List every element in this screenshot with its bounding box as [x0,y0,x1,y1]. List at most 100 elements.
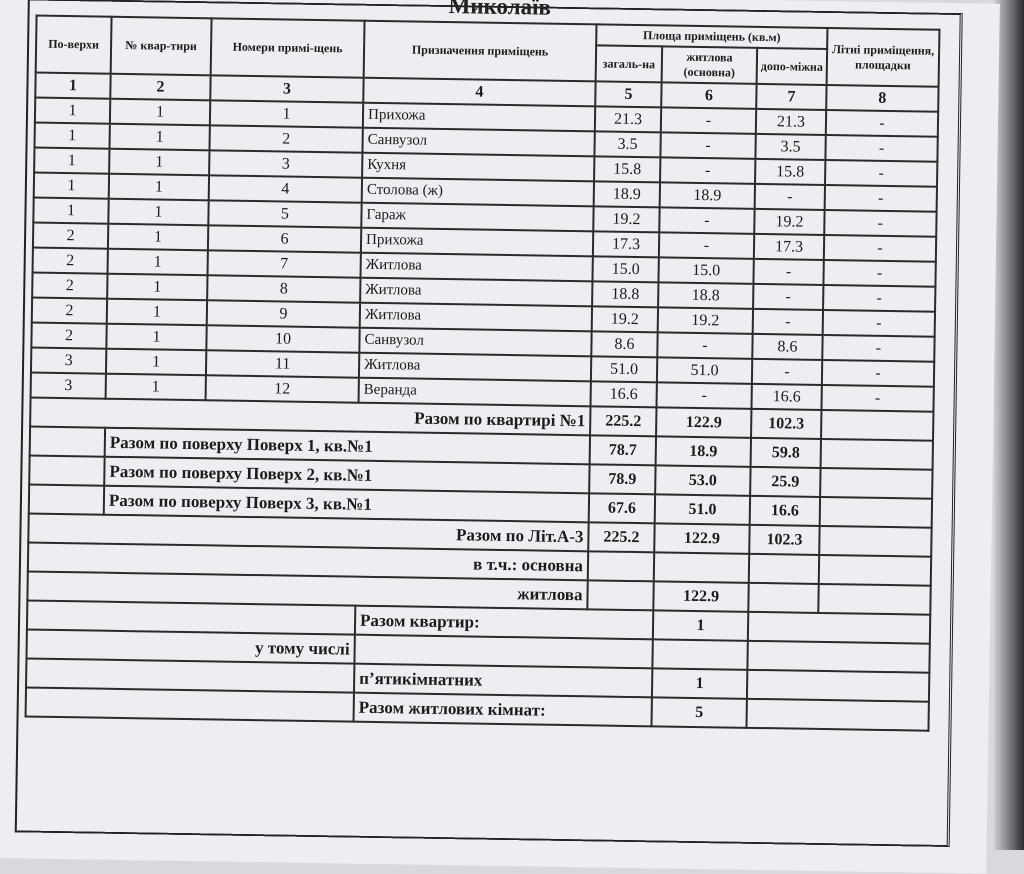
empty-cell [746,669,930,702]
table-cell: - [823,259,936,287]
living-rooms-total-label: Разом житлових кімнат: [353,692,652,727]
table-cell: 18.9 [593,181,661,208]
table-cell: 6 [207,225,362,253]
value-cell: 59.8 [750,437,822,468]
table-cell: 2 [32,222,109,249]
table-cell: 8.6 [752,333,823,360]
table-cell: 3.5 [755,133,826,160]
table-cell: 15.8 [755,158,826,185]
table-cell: - [658,232,755,259]
value-cell: 102.3 [749,524,820,555]
empty-cell [29,455,105,486]
empty-cell [25,687,354,722]
table-cell: 3 [209,150,363,178]
value-cell: 5 [651,697,747,728]
rooms-table: По-верхи № квар-тири Номери примі-щень П… [25,15,941,732]
table-cell: 19.2 [657,307,754,334]
empty-cell [748,582,819,613]
table-cell: - [822,334,935,362]
table-cell: 1 [107,223,209,251]
table-cell: 18.8 [592,281,659,308]
table-cell: 1 [109,123,210,151]
empty-cell [818,554,932,586]
table-cell: 15.0 [658,257,754,284]
table-cell: 3.5 [594,131,661,158]
header-room-numbers: Номери примі-щень [210,18,365,78]
table-cell: Прихожа [362,102,596,132]
header-living: житлова (основна) [661,46,758,84]
table-cell: 1 [105,348,207,376]
table-cell: 1 [107,248,208,276]
header-auxiliary: допо-міжна [756,47,828,85]
table-cell: 51.0 [656,357,753,384]
table-cell: - [823,284,936,312]
table-cell: 1 [108,173,210,201]
table-cell: Столова (ж) [361,177,595,207]
table-cell: 19.2 [591,306,659,333]
column-number: 5 [595,81,662,108]
value-cell: 225.2 [590,406,657,437]
table-cell: 17.3 [753,233,825,260]
table-cell: 16.6 [751,383,822,410]
empty-cell [354,634,653,669]
table-cell: Прихожа [360,227,594,257]
column-number: 4 [363,77,596,107]
empty-cell [587,551,655,582]
header-purpose: Призначення приміщень [363,20,597,82]
empty-cell [652,639,748,670]
table-cell: 1 [34,97,111,124]
empty-cell [29,426,106,457]
empty-cell [747,640,930,673]
apartments-total-label: Разом квартир: [354,605,654,640]
table-cell: 16.6 [590,381,657,408]
table-cell: Житлова [359,302,593,332]
table-cell: 2 [31,297,108,324]
table-cell: 1 [108,198,209,226]
column-number: 2 [110,73,211,101]
table-cell: 8.6 [591,331,658,358]
empty-cell [820,438,934,470]
column-number: 3 [210,75,364,103]
table-cell: Кухня [362,152,595,182]
table-cell: - [754,183,826,210]
value-cell: 122.9 [654,523,750,554]
empty-cell [819,496,933,528]
value-cell: 18.9 [655,436,752,467]
table-cell: - [823,234,937,262]
table-cell: 7 [207,250,361,278]
table-cell: Житлова [360,277,593,307]
table-cell: - [824,209,937,237]
column-number: 6 [661,82,757,109]
table-cell: 1 [107,273,208,301]
table-cell: 18.8 [658,282,754,309]
table-cell: 3 [30,372,106,399]
table-cell: - [753,258,824,285]
table-cell: 15.0 [592,256,659,283]
background-edge [994,0,1024,850]
value-cell: 53.0 [655,465,751,496]
empty-cell [587,580,654,611]
empty-cell [819,525,932,557]
table-cell: Санвузол [359,327,592,357]
table-cell: 4 [208,175,363,203]
value-cell: 78.9 [589,464,656,495]
table-cell: 18.9 [659,182,756,209]
table-cell: - [821,384,934,412]
table-cell: - [825,159,938,187]
table-cell: 9 [206,300,361,328]
value-cell: 1 [652,610,749,641]
table-cell: 11 [205,350,360,378]
empty-cell [821,409,934,441]
value-cell: 1 [651,668,748,699]
table-cell: 1 [34,147,110,174]
value-cell: 102.3 [751,408,822,439]
header-floors: По-верхи [35,15,112,74]
table-cell: - [825,134,938,162]
value-cell: 225.2 [588,522,655,553]
five-room-label: п’ятикімнатних [353,663,653,698]
header-total: загаль-на [595,45,663,83]
table-cell: 21.3 [594,106,662,133]
empty-cell [820,467,933,499]
header-summer: Літні приміщення, площадки [826,28,940,87]
empty-cell [747,611,931,644]
